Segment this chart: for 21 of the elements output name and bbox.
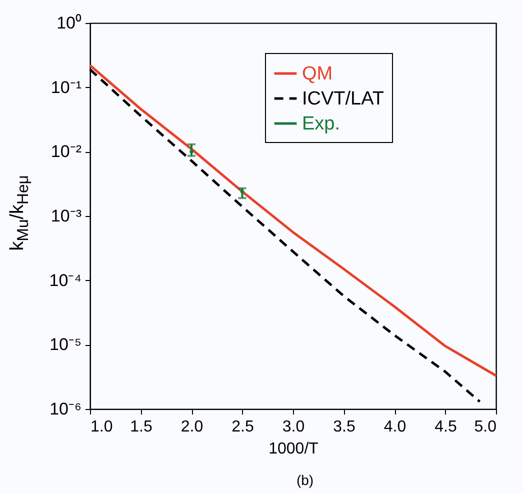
x-tick-label: 3.0 — [282, 418, 305, 436]
x-tick-label: 1.5 — [130, 418, 152, 436]
y-tick-label: 10⁰ — [56, 14, 82, 32]
text: (b) — [295, 472, 315, 488]
x-tick-label: 2.5 — [232, 418, 254, 436]
x-tick-label: 1.0 — [90, 418, 113, 436]
x-tick-label: 5.0 — [474, 418, 497, 436]
y-tick-label: 10⁻¹ — [50, 78, 82, 97]
legend-label: ICVT/LAT — [302, 88, 384, 110]
legend-label: QM — [302, 64, 333, 84]
x-tick-label: 4.5 — [434, 418, 457, 436]
x-tick-label: 4.0 — [384, 418, 406, 436]
y-tick-label: 10⁻⁶ — [50, 400, 82, 418]
x-tick-label: 2.0 — [180, 418, 204, 436]
x-axis-title: 1000/T — [268, 440, 319, 458]
y-tick-label: 10⁻³ — [50, 206, 82, 226]
y-tick-label: 10⁻⁴ — [49, 270, 82, 290]
x-tick-label: 3.5 — [333, 418, 356, 436]
y-tick-label: 10⁻² — [50, 142, 82, 162]
y-tick-label: 10⁻⁵ — [50, 335, 82, 354]
legend-label: Exp. — [302, 114, 340, 134]
